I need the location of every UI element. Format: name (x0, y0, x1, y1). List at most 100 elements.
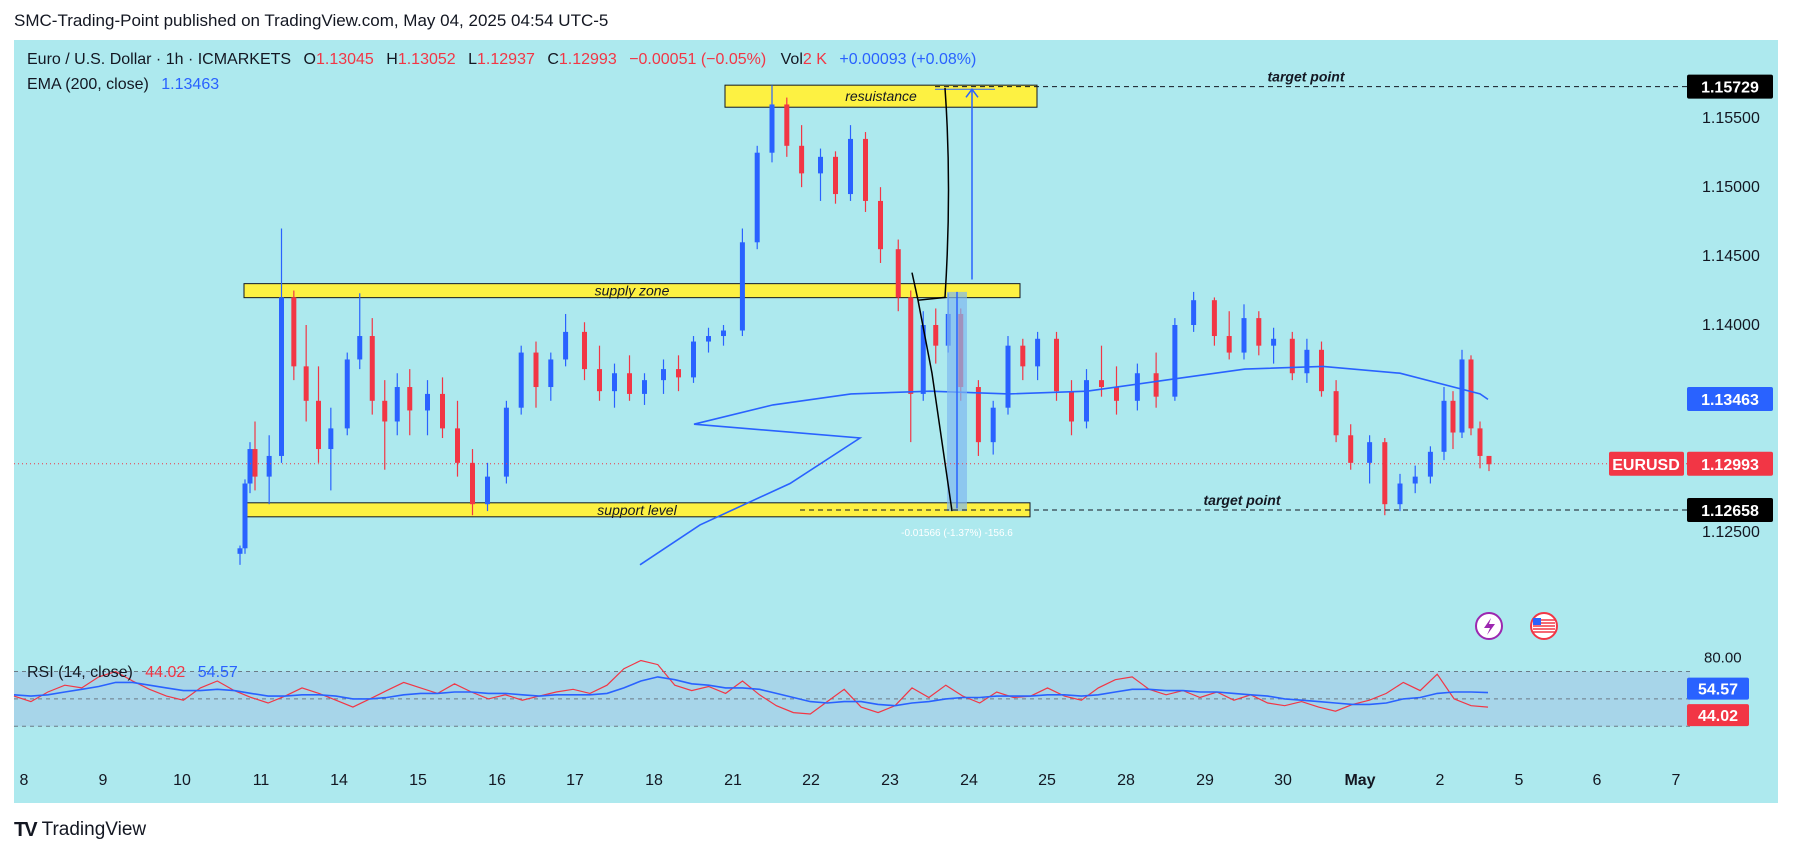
candle-body-64 (1172, 325, 1178, 397)
candle-body-74 (1333, 391, 1339, 436)
candle-body-17 (440, 393, 445, 429)
symbol-tag: EURUSD (1612, 457, 1680, 474)
candle-body-21 (503, 407, 509, 477)
candle-body-83 (1459, 359, 1465, 433)
vol-value: 2 K (803, 51, 827, 68)
candle-body-7 (303, 366, 309, 401)
candle-body-62 (1134, 373, 1140, 401)
candle-body-13 (382, 400, 388, 422)
hand-drawn-path (911, 87, 953, 512)
rsi-ma-legend-value: 54.57 (198, 664, 238, 681)
candle-body-20 (485, 476, 490, 505)
tag-rsi: 44.02 (1698, 708, 1738, 725)
measure-bottom-label: -0.01566 (-1.37%) -156.6 (901, 528, 1013, 539)
candle-body-63 (1153, 373, 1159, 397)
candle-body-44 (863, 138, 868, 201)
x-tick-16: 30 (1274, 772, 1292, 789)
candle-body-38 (769, 104, 775, 153)
x-tick-8: 18 (645, 772, 663, 789)
candle-body-34 (706, 336, 711, 342)
candle-body-72 (1304, 349, 1310, 374)
candle-body-69 (1256, 318, 1262, 346)
candle-body-37 (754, 152, 760, 243)
tag-last-price-bg (1687, 451, 1773, 476)
candle-body-30 (642, 380, 647, 394)
x-tick-18: 2 (1436, 772, 1445, 789)
candle-body-58 (1069, 391, 1074, 422)
y-tick-1: 1.15000 (1702, 179, 1760, 196)
candle-body-61 (1114, 387, 1119, 401)
x-tick-6: 16 (488, 772, 506, 789)
measure-top-label: +0.00093 (+0.08%) (839, 51, 976, 68)
tag-rsi-ma: 54.57 (1698, 682, 1738, 699)
candle-body-56 (1035, 338, 1041, 367)
publisher-line: SMC-Trading-Point published on TradingVi… (14, 11, 609, 30)
x-tick-9: 21 (724, 772, 742, 789)
tag-rsi-bg (1687, 704, 1749, 727)
candle-body-41 (818, 156, 823, 174)
candle-body-40 (799, 145, 805, 174)
candle-body-84 (1468, 359, 1474, 429)
tags-layer: 1.15729 1.13463 1.12993 1.12658 EURUSD 54.57 4… (1475, 74, 1773, 727)
zone-1 (243, 283, 1021, 299)
candle-body-65 (1191, 300, 1197, 325)
tag-ema: 1.13463 (1701, 392, 1759, 409)
candle-body-6 (291, 297, 297, 367)
candle-body-55 (1020, 345, 1026, 367)
lightning-icon-glyph (1484, 618, 1495, 635)
rsi-legend-value: 44.02 (145, 664, 185, 681)
candle-body-32 (676, 369, 681, 378)
target-layer: target point target point (14, 69, 1690, 511)
chart[interactable]: resuistance supply zone support level -0.0… (0, 40, 1793, 810)
tag-last-price: 1.12993 (1701, 457, 1759, 474)
x-tick-13: 25 (1038, 772, 1056, 789)
candle-body-86 (1486, 455, 1492, 465)
candle-body-4 (266, 455, 272, 477)
zone-0 (724, 84, 1038, 108)
y-tick-2: 1.14500 (1702, 248, 1760, 265)
rsi-legend: RSI (14, close) 44.02 54.57 (27, 664, 238, 681)
candle-body-47 (908, 297, 914, 394)
x-tick-5: 15 (409, 772, 427, 789)
candle-body-39 (784, 104, 790, 146)
x-tick-19: 5 (1515, 772, 1524, 789)
candle-body-23 (533, 352, 539, 388)
candle-body-8 (316, 400, 321, 450)
change-value: −0.00051 (−0.05%) (629, 51, 766, 68)
rsi-ma-line (13, 676, 1489, 707)
candle-body-18 (455, 428, 460, 463)
x-tick-1: 9 (99, 772, 108, 789)
close-value: 1.12993 (559, 51, 617, 68)
candle-body-66 (1211, 300, 1217, 337)
candle-body-54 (1005, 345, 1011, 408)
candle-body-10 (344, 359, 350, 429)
candle-body-68 (1241, 318, 1247, 353)
tag-target-top: 1.15729 (1701, 80, 1759, 97)
candle-body-42 (833, 156, 838, 195)
candle-body-57 (1054, 338, 1059, 392)
candle-body-43 (848, 138, 853, 195)
candle-body-2 (247, 449, 253, 484)
candle-body-31 (661, 369, 666, 381)
candle-body-27 (597, 369, 602, 392)
ema-legend-value: 1.13463 (161, 76, 219, 93)
candle-body-77 (1382, 442, 1388, 505)
x-tick-0: 8 (20, 772, 29, 789)
candle-body-81 (1441, 400, 1447, 452)
candle-body-35 (721, 330, 726, 337)
candle-body-25 (563, 331, 569, 360)
rsi-band-layer (14, 670, 1690, 727)
target-label-0: target point (1268, 69, 1346, 85)
candle-body-79 (1412, 476, 1418, 484)
candle-body-19 (470, 462, 475, 505)
candle-body-1 (242, 483, 248, 549)
x-tick-17: May (1344, 772, 1375, 789)
candle-body-49 (933, 325, 939, 346)
candle-body-26 (582, 331, 587, 370)
x-tick-12: 24 (960, 772, 978, 789)
open-value: 1.13045 (316, 51, 374, 68)
target-label-1: target point (1204, 492, 1282, 508)
candle-body-11 (357, 336, 363, 360)
x-tick-14: 28 (1117, 772, 1135, 789)
tradingview-brand: TradingView (41, 819, 147, 840)
